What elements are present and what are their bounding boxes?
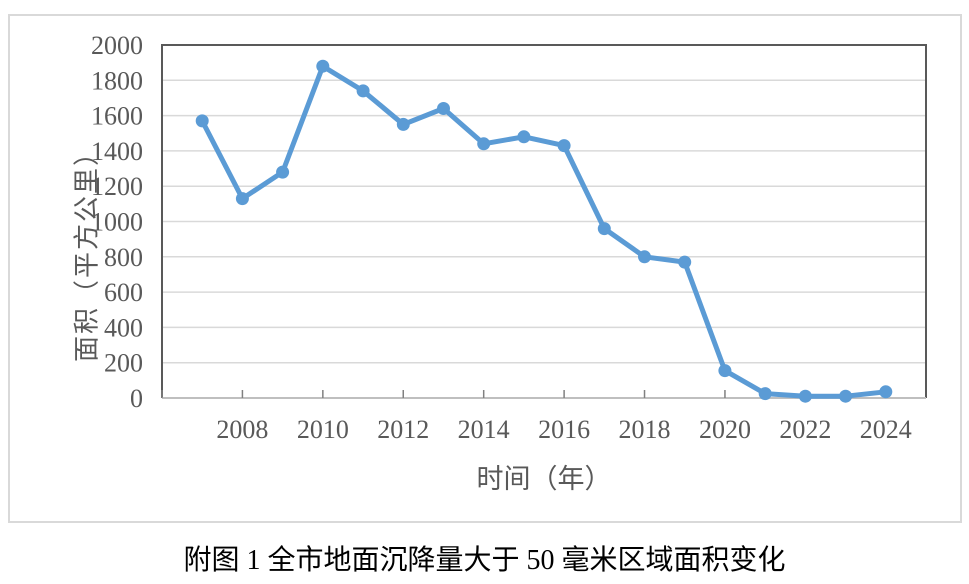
data-line	[199, 63, 889, 399]
x-tick-label-2014: 2014	[458, 415, 510, 444]
y-tick-label-2000: 2000	[91, 31, 143, 60]
y-tick-label-1400: 1400	[91, 137, 143, 166]
data-point-2024	[879, 385, 893, 399]
plot-border	[161, 44, 927, 398]
y-tick-label-1000: 1000	[91, 208, 143, 237]
x-tick-label-2020: 2020	[699, 415, 751, 444]
x-tick-label-2008: 2008	[216, 415, 268, 444]
data-point-2023	[839, 389, 853, 403]
data-point-2018	[638, 250, 651, 264]
x-tick-label-2024: 2024	[860, 415, 912, 444]
y-tick-label-600: 600	[104, 278, 143, 307]
figure-caption: 附图 1 全市地面沉降量大于 50 毫米区域面积变化	[183, 545, 786, 576]
data-point-2010	[316, 59, 330, 73]
data-point-2019	[678, 255, 692, 269]
y-tick-label-0: 0	[130, 384, 143, 413]
data-point-2011	[356, 84, 370, 98]
chart-frame: 0 200 400 600 800 1000 1200 1400 1600 1800 2000 200…	[8, 14, 962, 523]
data-point-2013	[437, 102, 450, 115]
data-point-2007	[195, 114, 209, 128]
x-tick-label-2016: 2016	[538, 415, 590, 444]
line-chart: 0 200 400 600 800 1000 1200 1400 1600 1800 2000 200…	[91, 31, 927, 444]
data-point-2022	[798, 389, 812, 403]
y-axis-title: 面积（平方公里）	[72, 137, 102, 363]
data-point-2016	[557, 139, 571, 153]
data-point-2008	[235, 192, 249, 206]
y-tick-label-1800: 1800	[91, 66, 143, 95]
x-tick-label-2018: 2018	[619, 415, 671, 444]
x-tick-label-2010: 2010	[297, 415, 349, 444]
data-point-2015	[517, 130, 531, 144]
data-point-2012	[396, 117, 410, 131]
x-tick-label-2022: 2022	[779, 415, 831, 444]
y-tick-label-1200: 1200	[91, 172, 143, 201]
x-axis-title: 时间（年）	[476, 464, 612, 494]
x-tick-label-2012: 2012	[377, 415, 429, 444]
data-point-2021	[758, 387, 772, 401]
data-point-2009	[276, 165, 290, 179]
data-point-2020	[718, 364, 732, 378]
y-tick-label-1600: 1600	[91, 102, 143, 131]
y-tick-label-800: 800	[104, 243, 143, 272]
y-tick-label-400: 400	[104, 313, 143, 342]
data-point-2014	[477, 137, 491, 151]
data-point-2017	[597, 222, 611, 236]
y-tick-label-200: 200	[104, 349, 143, 378]
